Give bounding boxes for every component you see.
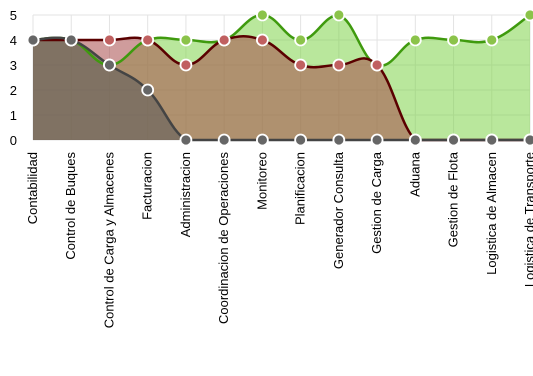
series-1-point-2[interactable] [103,33,116,47]
y-axis-ticks: 0 1 2 3 4 5 [10,8,17,148]
series-1-point-8[interactable] [332,58,346,72]
x-tick-label-7: Planificacion [293,152,308,225]
series-1-point-3[interactable] [141,33,155,47]
series-2-point-0[interactable] [26,33,40,47]
x-tick-label-13: Logistica de Transporte [522,152,533,287]
series-0-point-13[interactable] [523,8,533,22]
x-tick-label-9: Gestion de Carga [369,151,384,254]
series-2-point-1[interactable] [64,33,78,47]
series-2-area [33,37,530,140]
series-2-point-6[interactable] [255,133,269,147]
series-2-point-5[interactable] [217,133,231,147]
series-2-point-4[interactable] [179,133,193,147]
y-tick-label-4: 4 [10,33,17,48]
x-tick-label-1: Control de Buques [63,152,78,260]
x-tick-label-5: Coordinacion de Operaciones [216,152,231,324]
series-2-point-9[interactable] [370,133,384,147]
series-2-point-3[interactable] [141,83,155,97]
series-2-point-10[interactable] [408,133,422,147]
series-1-point-5[interactable] [217,33,231,47]
x-tick-label-4: Administracion [178,152,193,237]
y-tick-label-2: 2 [10,83,17,98]
series-2-point-13[interactable] [523,133,533,147]
series-2-point-7[interactable] [294,133,308,147]
x-tick-label-8: Generador Consulta [331,151,346,269]
x-axis-ticks: Contabilidad Control de Buques Control de … [25,151,533,328]
x-tick-label-0: Contabilidad [25,152,40,224]
series-1-point-9[interactable] [370,58,384,72]
x-tick-label-3: Facturacion [140,152,155,220]
y-tick-label-0: 0 [10,133,17,148]
chart-points [26,8,533,147]
y-tick-label-5: 5 [10,8,17,23]
series-0-point-7[interactable] [294,33,308,47]
series-0-point-10[interactable] [408,33,422,47]
series-2-point-2[interactable] [103,58,116,72]
y-tick-label-3: 3 [10,58,17,73]
x-tick-label-10: Aduana [407,151,422,197]
x-tick-label-2: Control de Carga y Almacenes [101,152,116,329]
series-0-point-6[interactable] [255,8,269,22]
chart-areas [33,15,530,140]
x-tick-label-6: Monitoreo [254,152,269,210]
series-0-point-12[interactable] [485,33,499,47]
series-2-point-8[interactable] [332,133,346,147]
x-tick-label-11: Gestion de Flota [446,151,461,247]
series-2-point-11[interactable] [447,133,460,147]
x-tick-label-12: Logistica de Almacen [484,152,499,275]
series-1-point-6[interactable] [255,33,269,47]
series-2-point-12[interactable] [485,133,499,147]
series-0-point-4[interactable] [179,33,193,47]
series-1-point-4[interactable] [179,58,193,72]
series-0-point-11[interactable] [447,33,460,47]
series-0-point-8[interactable] [332,8,346,22]
y-tick-label-1: 1 [10,108,17,123]
series-1-point-7[interactable] [294,58,308,72]
